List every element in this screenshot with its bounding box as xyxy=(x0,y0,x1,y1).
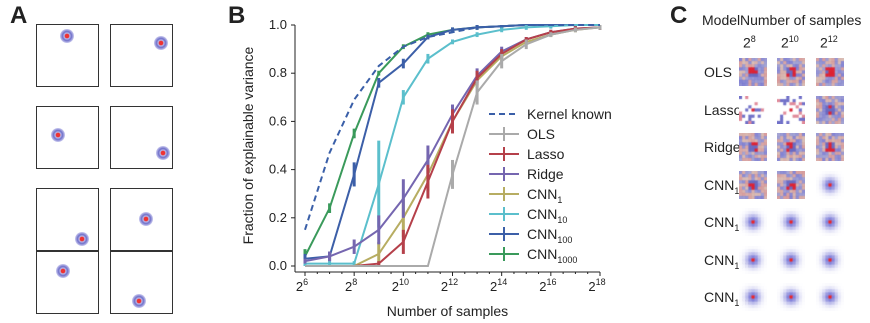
kernel-thumbnail xyxy=(739,58,767,86)
legend-label: OLS xyxy=(527,126,555,142)
kernel-thumbnail xyxy=(777,95,805,124)
kernel-thumbnail xyxy=(816,170,844,199)
panel-c-row-label: CNN1 xyxy=(704,176,740,196)
series-line xyxy=(304,24,600,231)
kernel-thumbnail xyxy=(777,245,805,274)
kernel-thumbnail xyxy=(816,95,844,124)
x-tick-label: 26 xyxy=(296,277,308,294)
stimulus-dot xyxy=(138,212,153,227)
panel-c-row-label: Ridge xyxy=(704,139,741,155)
kernel-thumbnail xyxy=(739,283,767,311)
kernel-thumbnail xyxy=(739,245,767,274)
y-tick-label: 1.0 xyxy=(269,17,287,32)
panel-c-label: C xyxy=(670,2,688,29)
series-line xyxy=(304,24,600,257)
panel-c-header-model: Model xyxy=(702,12,741,28)
kernel-thumbnail xyxy=(739,208,767,236)
series-line xyxy=(304,24,600,260)
x-tick-label: 210 xyxy=(392,277,409,294)
legend-label: CNN1000 xyxy=(527,246,577,265)
series-line xyxy=(305,26,601,267)
kernel-thumbnail xyxy=(816,283,844,311)
panel-a-label: A xyxy=(10,2,28,29)
x-tick-label: 212 xyxy=(441,277,458,294)
x-tick-label: 214 xyxy=(490,277,507,294)
series-line xyxy=(305,26,601,267)
kernel-thumbnail xyxy=(816,133,844,161)
stimulus-frame xyxy=(110,24,173,87)
stimulus-dot xyxy=(131,294,146,309)
stimulus-frame xyxy=(110,251,173,314)
kernel-thumbnail xyxy=(739,170,767,199)
panel-c-column-header: 28 xyxy=(743,34,756,51)
y-axis-label: Fraction of explainable variance xyxy=(240,46,256,244)
y-tick-label: 0.2 xyxy=(269,210,287,225)
stimulus-frame xyxy=(36,106,99,169)
y-tick-label: 0.6 xyxy=(269,113,287,128)
series-line xyxy=(304,26,601,263)
panel-c-column-header: 210 xyxy=(781,34,799,51)
kernel-thumbnail xyxy=(739,133,767,161)
kernel-thumbnail xyxy=(739,95,767,124)
legend-label: CNN100 xyxy=(527,226,572,245)
panel-b-label: B xyxy=(228,2,246,29)
y-tick-label: 0.0 xyxy=(269,258,287,273)
stimulus-dot xyxy=(56,263,71,278)
x-tick-label: 218 xyxy=(588,277,605,294)
legend-label: CNN1 xyxy=(527,186,562,205)
stimulus-dot xyxy=(50,128,65,143)
kernel-thumbnail xyxy=(816,208,844,236)
panel-c-column-header: 212 xyxy=(820,34,838,51)
y-tick-label: 0.8 xyxy=(269,65,287,80)
kernel-thumbnail xyxy=(777,58,805,86)
panel-c-row-label: Lasso xyxy=(704,101,742,118)
legend-label: Kernel known xyxy=(527,106,612,122)
legend-label: Ridge xyxy=(527,166,564,182)
panel-c-header-samples: Number of samples xyxy=(740,12,862,28)
stimulus-dot xyxy=(155,145,170,160)
kernel-thumbnail xyxy=(816,245,844,274)
kernel-thumbnail xyxy=(777,283,805,311)
x-axis-label: Number of samples xyxy=(387,303,508,319)
legend-label: CNN10 xyxy=(527,206,567,225)
series-line xyxy=(305,24,600,265)
stimulus-frame xyxy=(110,106,173,169)
kernel-thumbnail xyxy=(777,133,805,161)
stimulus-frame xyxy=(36,24,99,87)
stimulus-frame xyxy=(36,188,99,251)
x-tick-label: 216 xyxy=(539,277,556,294)
stimulus-frame xyxy=(110,188,173,251)
series-line xyxy=(305,26,601,267)
x-tick-label: 28 xyxy=(345,277,357,294)
stimulus-dot xyxy=(60,29,75,44)
stimulus-dot xyxy=(75,232,90,247)
stimulus-frame xyxy=(36,251,99,314)
legend-label: Lasso xyxy=(527,146,565,162)
kernel-thumbnail xyxy=(777,170,805,199)
panel-c-row-label: OLS xyxy=(704,64,733,80)
kernel-thumbnail xyxy=(816,58,844,86)
stimulus-dot xyxy=(154,35,169,50)
y-tick-label: 0.4 xyxy=(269,162,287,177)
kernel-thumbnail xyxy=(777,208,805,236)
